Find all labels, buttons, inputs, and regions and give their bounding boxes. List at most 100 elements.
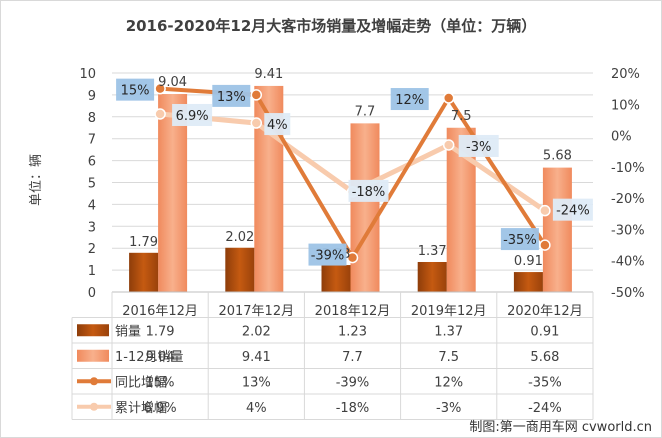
yoy-label: -39% [311,249,345,264]
y-tick-label: 2 [88,242,96,257]
bar-monthly [225,247,255,292]
y-tick-label: 6 [88,155,96,170]
cumulative-box [552,198,593,221]
yoy-label: -35% [503,233,537,248]
y2-tick-label: 20% [611,67,640,82]
chart-title: 2016-2020年12月大客市场销量及增幅走势（单位：万辆） [126,17,537,35]
cumulative-marker [442,139,455,151]
bar-1-12-label: 7.5 [451,109,472,124]
table-cell: 4% [246,401,267,416]
cumulative-box [348,179,389,202]
y2-tick-label: -10% [611,161,645,176]
yoy-box [500,228,539,251]
table-cell: 12% [434,375,463,390]
table-cell: 1.79 [146,324,175,339]
y2-tick-label: -40% [611,255,645,270]
bar-monthly [321,265,351,292]
bar-monthly [513,272,543,292]
category-label: 2018年12月 [315,304,391,319]
yoy-box [116,78,155,101]
y2-tick-label: -20% [611,192,645,207]
y-tick-label: 9 [88,89,96,104]
legend-key-bar [77,349,109,362]
data-table: 2016年12月 2017年12月 2018年12月 2019年12月 2020年12月… [71,291,594,420]
cumulative-marker [250,117,263,129]
bar-monthly-label: 1.37 [418,244,447,259]
category-label: 2017年12月 [218,304,294,319]
y-tick-label: 1 [88,264,96,279]
table-cell: 9.04 [146,350,175,365]
legend-label: 累计增幅 [115,401,167,416]
y-tick-label: 10 [79,67,96,82]
yoy-label: 15% [121,84,150,99]
bar-monthly [417,261,447,292]
cumulative-box [172,103,213,126]
legend-label: 同比增幅 [115,375,167,390]
y-tick-label: 4 [88,198,96,213]
y2-tick-label: -50% [611,286,645,301]
table-cell: 7.7 [342,350,363,365]
legend-key-marker [90,377,98,386]
table-cell: 1.37 [434,324,463,339]
y-tick-label: 5 [88,177,96,192]
table-cell: -35% [528,375,562,390]
data-labels-layer: 9.041.799.412.027.71.237.51.375.680.9115… [116,67,593,269]
bars-layer [129,85,572,293]
table-cell: -39% [336,375,370,390]
table-cell: 2.02 [242,324,271,339]
legend-key-bar [77,324,109,337]
cumulative-label: -18% [352,185,386,200]
category-label: 2020年12月 [507,304,583,319]
yoy-label: 13% [217,90,246,105]
bar-1-12-label: 9.04 [158,75,187,90]
axes-layer: 0 1 2 3 4 5 6 7 8 9 10 20% 10% 0% -10% -20% -30% -40% -50% [79,67,644,301]
y-tick-label: 3 [88,220,96,235]
table-cell: -18% [336,401,370,416]
table-cell: 7.5 [438,350,459,365]
y-tick-label: 8 [88,111,96,126]
cumulative-box [264,113,291,136]
bar-monthly-label: 0.91 [514,254,543,269]
yoy-label: 12% [395,93,424,108]
y2-tick-label: 10% [611,98,640,113]
legend-label: 销量 [115,324,141,339]
y2-tick-label: -30% [611,223,645,238]
table-cell: 0.91 [530,324,559,339]
y-tick-label: 0 [88,286,96,301]
bar-1-12 [350,123,380,293]
bar-1-12-label: 9.41 [254,67,283,82]
table-cell: 9.41 [242,350,271,365]
yoy-box [390,88,429,111]
yoy-marker [154,82,166,95]
cumulative-label: 6.9% [176,109,209,124]
cumulative-box [458,134,499,157]
y-tick-label: 7 [88,133,96,148]
cumulative-label: 4% [267,118,288,133]
cumulative-marker [539,204,551,217]
yoy-box [212,84,251,107]
y-axis-label: 单位：辆 [29,154,44,206]
table-cell: 5.68 [530,350,559,365]
yoy-marker [250,89,263,101]
table-cell: -24% [528,401,562,416]
table-cell: 15% [146,375,175,390]
yoy-box [308,243,347,266]
table-cell: -3% [436,401,461,416]
bar-1-12 [542,167,572,292]
bar-monthly-label: 2.02 [225,230,254,245]
bar-monthly-label: 1.79 [129,235,158,250]
cumulative-label: -24% [556,204,590,219]
watermark: 制图:第一商用车网 cvworld.cn [469,419,652,435]
bar-monthly [129,252,159,292]
cumulative-label: -3% [466,140,491,155]
legend-label: 1-12月销量 [115,350,184,365]
category-label: 2016年12月 [122,304,198,319]
table-cell: 6.9% [144,401,177,416]
yoy-marker [346,251,359,264]
table-cell: 1.23 [338,324,367,339]
bar-1-12-label: 7.7 [355,104,376,119]
bar-1-12 [158,94,188,292]
category-label: 2019年12月 [411,304,487,319]
yoy-marker [539,239,551,251]
